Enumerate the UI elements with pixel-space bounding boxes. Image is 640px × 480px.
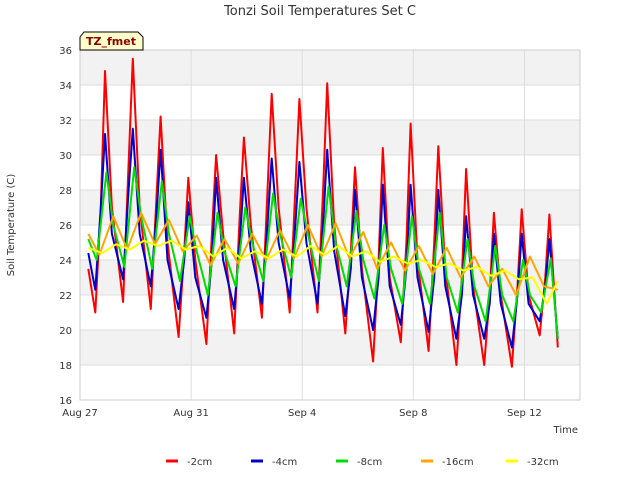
badge-box	[79, 31, 144, 51]
x-tick-label: Sep 12	[507, 408, 542, 419]
y-tick-label: 28	[59, 186, 72, 197]
series-line-16cmcm	[87, 211, 559, 296]
y-tick-label: 16	[59, 396, 72, 407]
y-tick-label: 34	[59, 81, 72, 92]
chart-title: Tonzi Soil Temperatures Set C	[223, 4, 416, 19]
y-tick-label: 20	[59, 326, 72, 337]
series-line-32cmcm	[87, 239, 559, 305]
series-lines	[87, 57, 559, 368]
y-axis-label: Soil Temperature (C)	[6, 174, 17, 277]
series-line-8cmcm	[87, 166, 559, 339]
legend-label: -4cm	[272, 457, 297, 468]
legend-item: -16cm	[421, 457, 474, 468]
plot-frame	[79, 49, 581, 401]
legend-item: -8cm	[336, 457, 382, 468]
legend-label: -8cm	[357, 457, 382, 468]
y-tick-label: 36	[59, 46, 72, 57]
x-tick-label: Sep 4	[288, 408, 316, 419]
y-axis-ticks: 16 18 20 22 24 26 28 30 32 34 36	[59, 46, 72, 407]
y-tick-label: 24	[59, 256, 72, 267]
x-axis-label: Time	[553, 425, 578, 436]
legend-label: -2cm	[187, 457, 212, 468]
legend-label: -32cm	[527, 457, 559, 468]
legend-label: -16cm	[442, 457, 474, 468]
plot-band	[80, 330, 580, 365]
x-axis-ticks: Aug 27 Aug 31 Sep 4 Sep 8 Sep 12	[62, 408, 542, 419]
x-tick-label: Aug 27	[62, 408, 97, 419]
legend-item: -2cm	[166, 457, 212, 468]
badge-label: TZ_fmet	[86, 35, 136, 48]
legend-item: -32cm	[506, 457, 559, 468]
y-tick-label: 26	[59, 221, 72, 232]
legend: -2cm -4cm -8cm -16cm -32cm	[166, 457, 559, 468]
y-tick-label: 30	[59, 151, 72, 162]
y-tick-label: 18	[59, 361, 72, 372]
x-tick-label: Aug 31	[173, 408, 208, 419]
plot-band	[80, 50, 580, 85]
badge: TZ_fmet	[79, 31, 144, 51]
y-tick-label: 32	[59, 116, 72, 127]
plot-band	[80, 260, 580, 295]
legend-item: -4cm	[251, 457, 297, 468]
y-tick-label: 22	[59, 291, 72, 302]
series-line-2cmcm	[87, 57, 559, 368]
x-tick-label: Sep 8	[399, 408, 427, 419]
